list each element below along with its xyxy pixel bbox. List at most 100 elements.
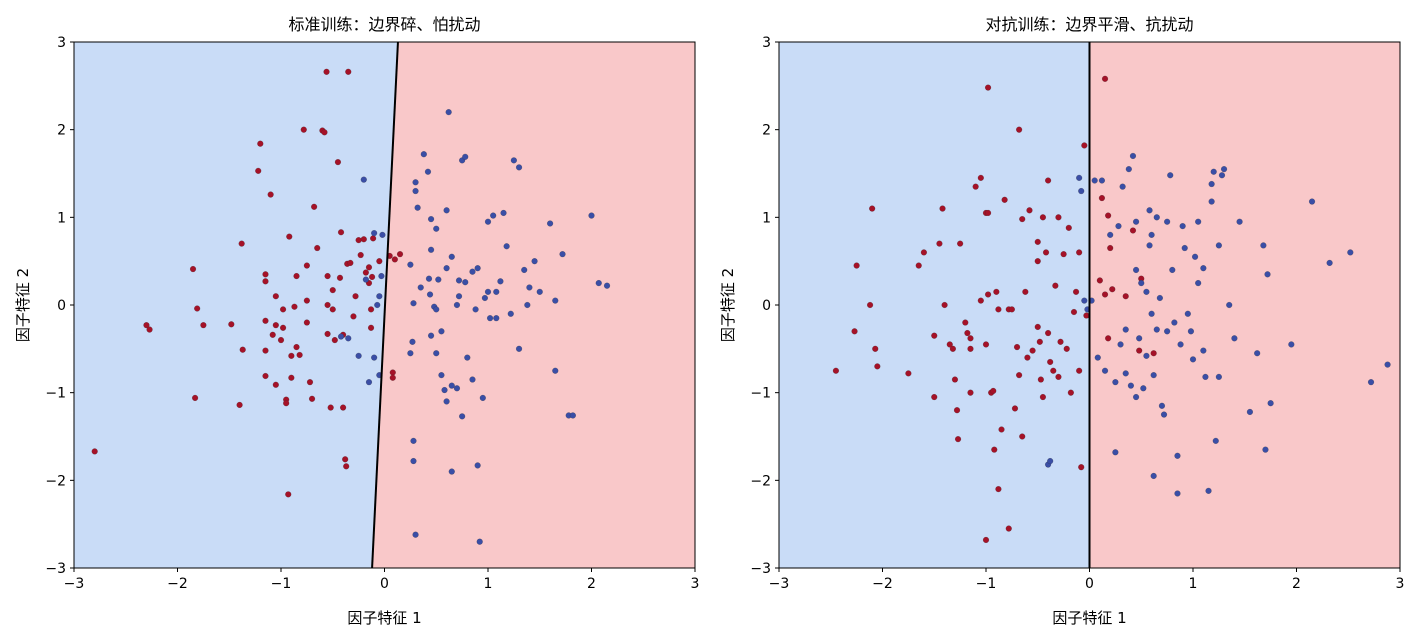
data-point	[337, 333, 345, 340]
data-point	[1288, 341, 1295, 348]
data-point	[365, 264, 373, 271]
data-point	[262, 317, 269, 324]
data-point	[462, 153, 469, 160]
data-point	[1260, 242, 1267, 249]
x-tick-label: 1	[1189, 576, 1198, 592]
y-tick-label: 3	[57, 35, 66, 51]
data-point	[510, 157, 517, 164]
data-point	[228, 321, 235, 328]
data-point	[946, 341, 953, 348]
data-point	[493, 288, 500, 295]
data-point	[521, 266, 528, 274]
data-point	[194, 305, 201, 312]
data-point	[990, 387, 997, 394]
data-point	[412, 179, 419, 186]
y-tick-label: −3	[750, 561, 771, 577]
data-point	[311, 203, 318, 210]
data-point	[279, 306, 287, 313]
data-point	[1167, 172, 1174, 179]
data-point	[967, 335, 974, 342]
chart-title: 标准训练：边界碎、怕扰动	[288, 15, 480, 34]
data-point	[964, 329, 971, 337]
data-point	[1001, 196, 1008, 203]
data-point	[362, 269, 369, 276]
data-point	[443, 398, 450, 405]
data-point	[967, 389, 974, 396]
data-point	[1019, 433, 1026, 440]
data-point	[474, 265, 481, 272]
data-point	[1133, 393, 1140, 401]
data-point	[951, 376, 959, 383]
data-point	[1039, 214, 1046, 221]
data-point	[412, 187, 419, 195]
data-point	[327, 404, 334, 411]
data-point	[1246, 408, 1253, 416]
data-point	[462, 279, 469, 286]
data-point	[360, 176, 367, 183]
data-point	[1042, 249, 1050, 256]
data-point	[1122, 370, 1129, 377]
x-tick-label: 3	[1396, 576, 1405, 592]
data-point	[1220, 166, 1228, 173]
data-point	[412, 531, 419, 538]
data-point	[362, 276, 369, 283]
data-point	[1160, 411, 1168, 418]
data-point	[288, 374, 295, 381]
data-point	[337, 229, 345, 236]
data-point	[474, 462, 481, 469]
data-point	[1047, 358, 1054, 366]
data-point	[1105, 212, 1112, 219]
y-tick-label: 3	[762, 35, 771, 51]
data-point	[355, 237, 362, 244]
data-point	[1264, 271, 1271, 278]
x-axis-label: 因子特征 1	[347, 609, 421, 627]
data-point	[376, 258, 383, 265]
data-point	[1011, 405, 1019, 412]
data-point	[507, 310, 514, 317]
data-point	[286, 233, 293, 240]
data-point	[936, 240, 943, 247]
data-point	[428, 216, 435, 223]
x-tick-label: 3	[691, 576, 700, 592]
data-point	[367, 324, 375, 331]
data-point	[1112, 379, 1119, 386]
data-point	[1022, 288, 1029, 295]
data-point	[1078, 464, 1085, 471]
data-point	[1136, 347, 1143, 354]
data-point	[334, 159, 342, 166]
region-right	[372, 42, 695, 568]
data-point	[962, 319, 969, 326]
data-point	[949, 345, 956, 352]
data-point	[1326, 259, 1333, 266]
data-point	[291, 303, 298, 310]
data-point	[1231, 335, 1238, 342]
data-point	[374, 301, 381, 309]
data-point	[1016, 126, 1023, 133]
data-point	[433, 306, 440, 313]
y-tick-label: 0	[762, 298, 771, 314]
data-point	[420, 151, 427, 158]
data-point	[484, 218, 492, 225]
data-point	[279, 324, 287, 331]
data-point	[1105, 335, 1112, 342]
data-point	[272, 381, 279, 388]
data-point	[378, 272, 385, 280]
data-point	[324, 330, 331, 338]
data-point	[1094, 354, 1101, 361]
data-point	[1218, 172, 1226, 179]
data-point	[345, 335, 352, 342]
data-point	[982, 341, 990, 348]
data-point	[283, 400, 290, 407]
data-point	[1148, 231, 1155, 238]
data-point	[995, 306, 1002, 313]
data-point	[336, 274, 344, 281]
data-point	[481, 294, 488, 302]
data-point	[1254, 350, 1261, 357]
data-point	[370, 235, 377, 242]
data-point	[143, 322, 150, 329]
data-point	[1215, 373, 1222, 380]
data-point	[329, 306, 336, 313]
data-point	[189, 265, 197, 273]
y-tick-label: −2	[750, 473, 771, 489]
data-point	[448, 382, 455, 389]
